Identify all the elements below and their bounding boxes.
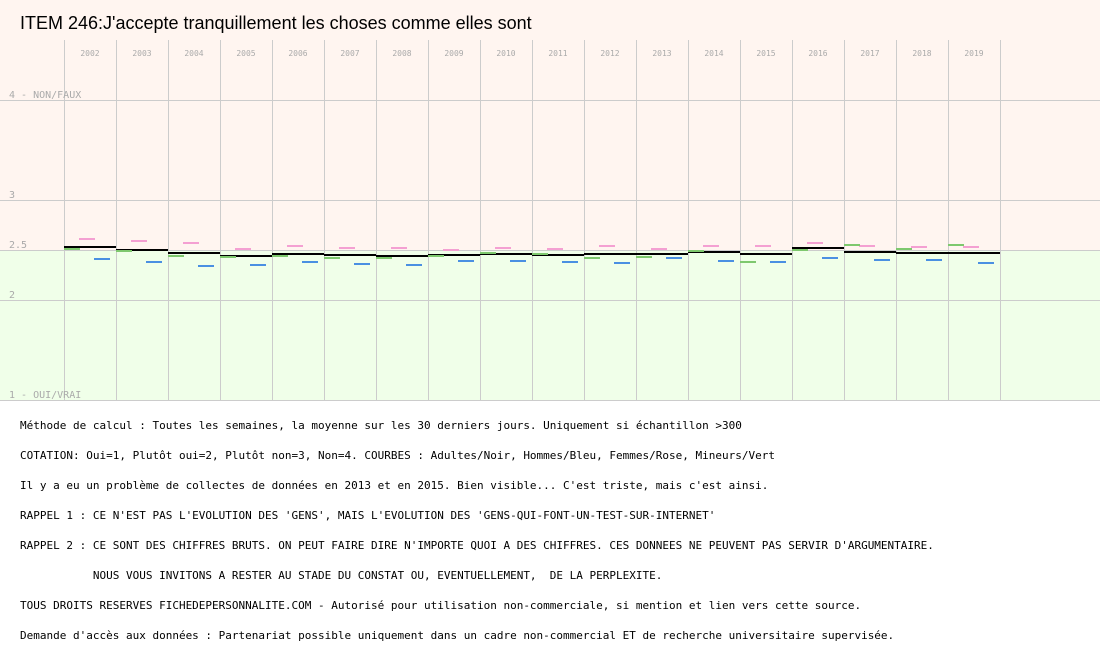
year-label: 2008 (392, 49, 411, 58)
year-label: 2004 (184, 49, 203, 58)
year-label: 2006 (288, 49, 307, 58)
methodology-notes: Méthode de calcul : Toutes les semaines,… (20, 401, 1095, 651)
year-label: 2011 (548, 49, 567, 58)
note-line: Demande d'accès aux données : Partenaria… (20, 629, 895, 642)
y-tick-label: 4 - NON/FAUX (9, 90, 81, 101)
year-label: 2003 (132, 49, 151, 58)
year-label: 2012 (600, 49, 619, 58)
year-label: 2016 (808, 49, 827, 58)
note-line: NOUS VOUS INVITONS A RESTER AU STADE DU … (20, 569, 663, 582)
y-tick-label: 2 (9, 290, 15, 301)
chart-grid (0, 40, 1100, 401)
year-labels: 2002 2003 2004 2005 2006 2007 2008 2009 2010 2011… (80, 49, 983, 58)
year-label: 2009 (444, 49, 463, 58)
year-label: 2014 (704, 49, 723, 58)
series-marks (64, 238, 1000, 267)
year-label: 2007 (340, 49, 359, 58)
chart-title: ITEM 246:J'accepte tranquillement les ch… (20, 13, 532, 33)
note-line: RAPPEL 1 : CE N'EST PAS L'EVOLUTION DES … (20, 509, 716, 522)
upper-band (0, 0, 1100, 250)
year-label: 2005 (236, 49, 255, 58)
y-axis-labels: 4 - NON/FAUX 3 2.5 2 1 - OUI/VRAI (9, 90, 81, 401)
note-line: TOUS DROITS RESERVES FICHEDEPERSONNALITE… (20, 599, 862, 612)
note-line: Il y a eu un problème de collectes de do… (20, 479, 769, 492)
year-label: 2018 (912, 49, 931, 58)
chart-background (0, 0, 1100, 400)
y-tick-label: 3 (9, 190, 15, 201)
note-line: RAPPEL 2 : CE SONT DES CHIFFRES BRUTS. O… (20, 539, 934, 552)
note-line: COTATION: Oui=1, Plutôt oui=2, Plutôt no… (20, 449, 775, 462)
lower-band (0, 250, 1100, 400)
year-label: 2010 (496, 49, 515, 58)
note-line: Méthode de calcul : Toutes les semaines,… (20, 419, 742, 432)
year-label: 2015 (756, 49, 775, 58)
year-label: 2013 (652, 49, 671, 58)
y-tick-label: 1 - OUI/VRAI (9, 390, 81, 401)
year-label: 2017 (860, 49, 879, 58)
year-label: 2019 (964, 49, 983, 58)
y-tick-label: 2.5 (9, 240, 27, 251)
year-label: 2002 (80, 49, 99, 58)
